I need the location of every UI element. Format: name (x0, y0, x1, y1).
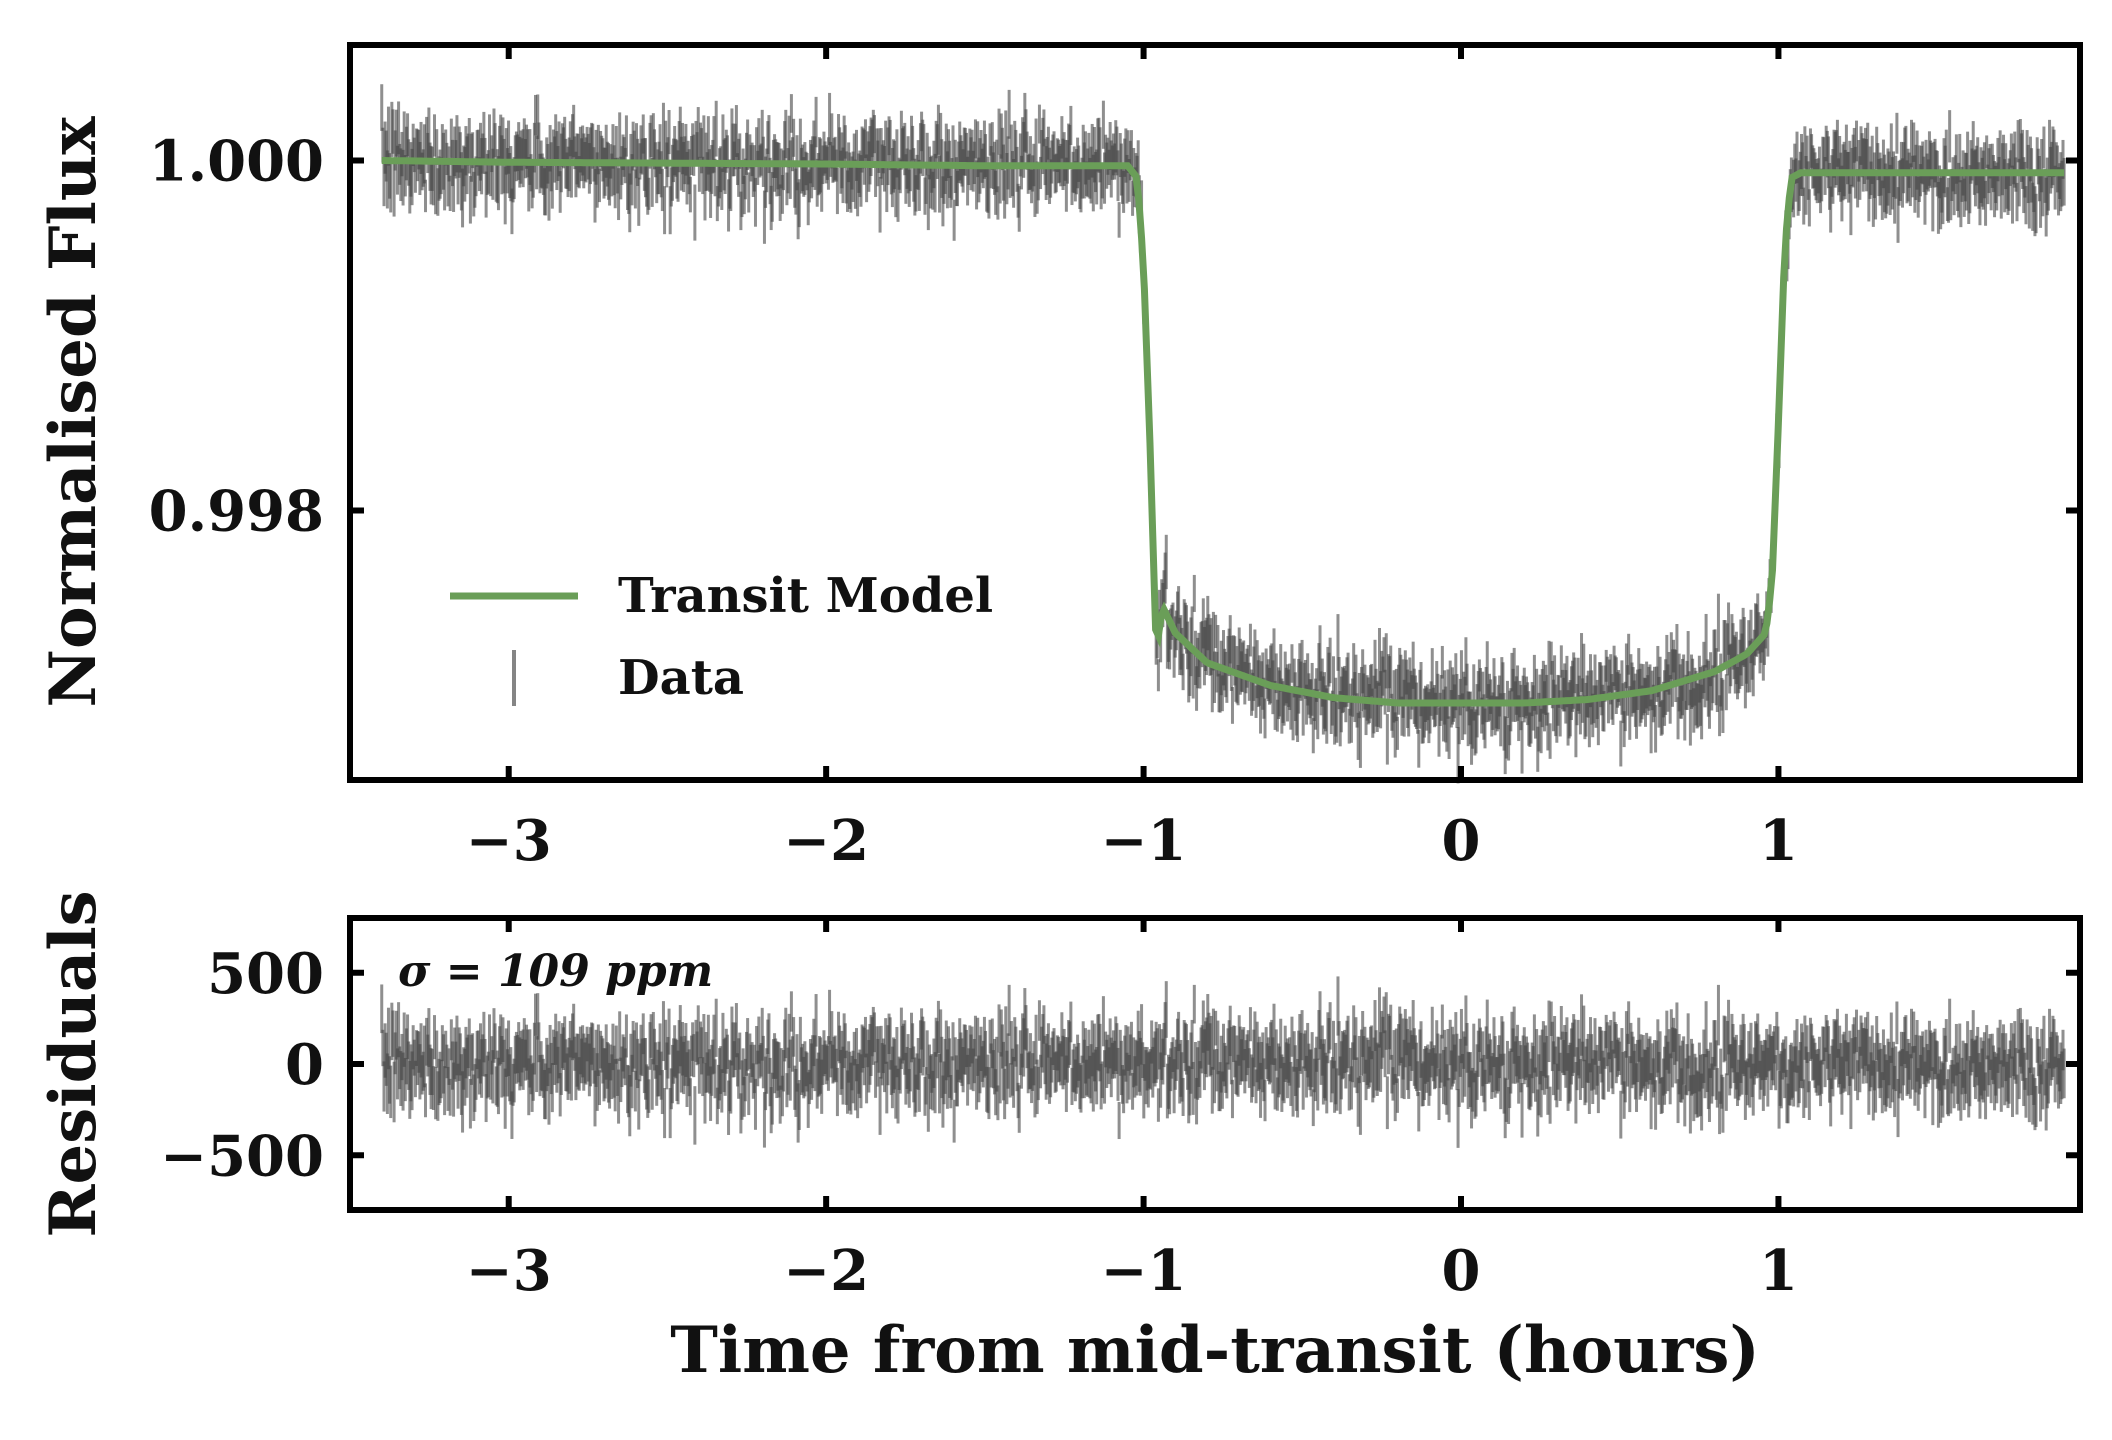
flux-x-tick-labels: −3 −2 −1 0 1 (466, 808, 1798, 874)
y-tick-label: 0.998 (149, 479, 324, 545)
flux-panel-ticks (350, 45, 2080, 780)
x-tick-label: −2 (783, 808, 869, 874)
x-tick-label: 0 (1442, 808, 1481, 874)
residual-x-tick-labels: −3 −2 −1 0 1 (466, 1238, 1798, 1304)
y-tick-label: 0 (285, 1032, 324, 1098)
y-tick-label: 1.000 (149, 129, 324, 195)
flux-panel-frame (347, 42, 2083, 783)
y-tick-label: −500 (160, 1123, 324, 1189)
residuals-y-axis-title: Residuals (36, 890, 111, 1237)
legend: Transit Model Data (450, 568, 993, 706)
x-tick-label: −3 (466, 1238, 552, 1304)
residual-data-points (380, 976, 2066, 1148)
x-tick-label: −3 (466, 808, 552, 874)
residuals-panel-ticks (350, 918, 2080, 1210)
x-tick-label: 0 (1442, 1238, 1481, 1304)
residual-y-tick-labels: −500 0 500 (160, 941, 324, 1190)
x-tick-label: 1 (1759, 1238, 1798, 1304)
legend-model-label: Transit Model (618, 568, 993, 624)
legend-data-label: Data (618, 650, 744, 706)
x-tick-label: −2 (783, 1238, 869, 1304)
x-tick-label: 1 (1759, 808, 1798, 874)
y-tick-label: 500 (207, 941, 324, 1007)
transit-model-line (381, 157, 2065, 707)
x-axis-title: Time from mid-transit (hours) (670, 1313, 1759, 1388)
flux-y-axis-title: Normalised Flux (36, 116, 111, 708)
x-tick-label: −1 (1101, 1238, 1187, 1304)
sigma-annotation: σ = 109 ppm (398, 946, 713, 997)
flux-y-tick-labels: 0.998 1.000 (149, 129, 324, 545)
flux-panel: −3 −2 −1 0 1 0.998 1.000 Normalised Flux Tran… (36, 42, 2083, 874)
x-tick-label: −1 (1101, 808, 1187, 874)
